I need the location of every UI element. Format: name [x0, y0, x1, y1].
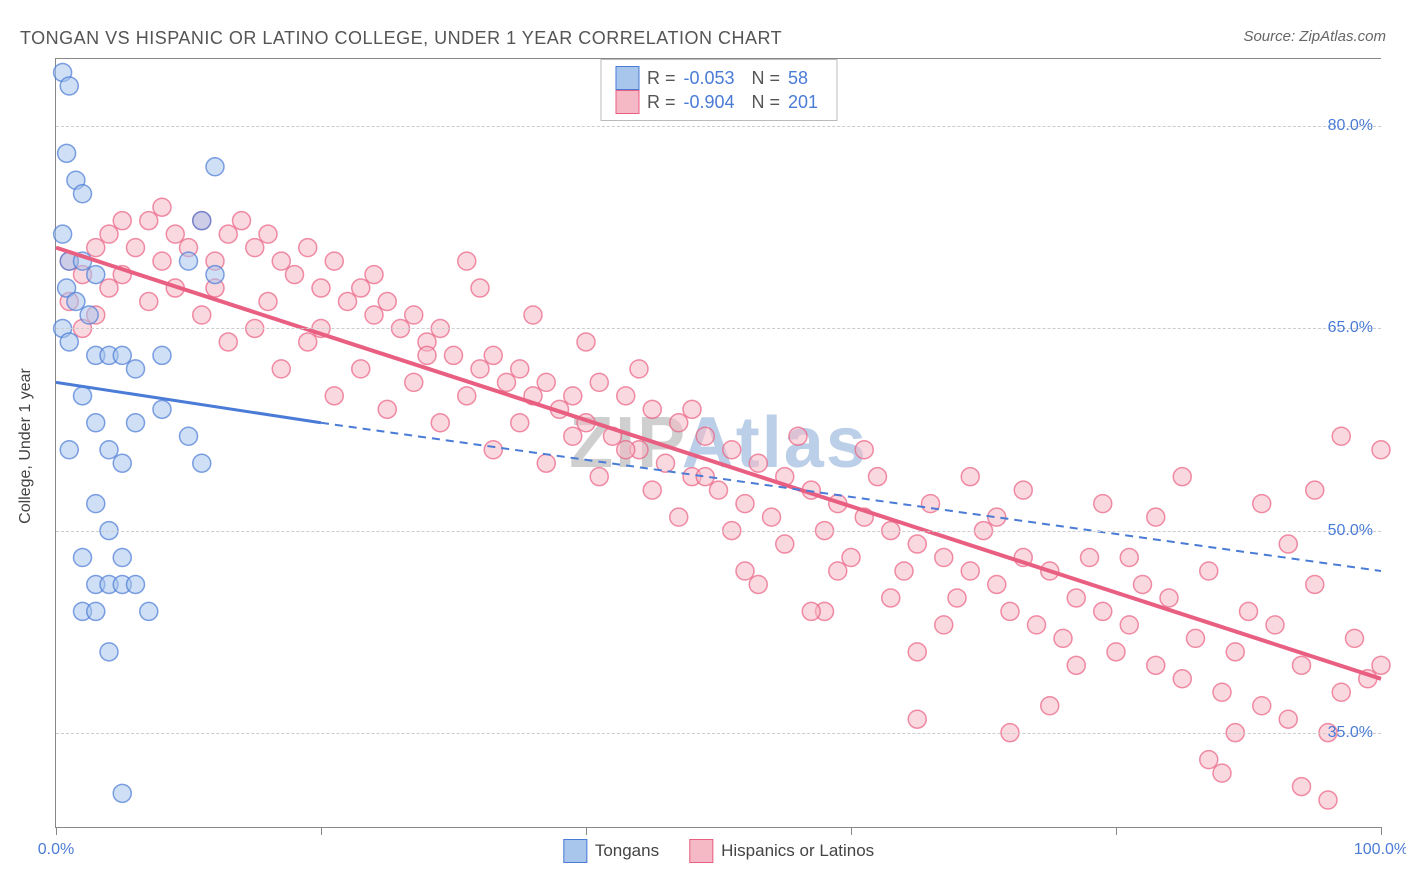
legend-n-label: N =	[752, 68, 781, 89]
x-tick-label: 100.0%	[1354, 841, 1406, 859]
x-tick	[586, 827, 587, 835]
y-tick-label: 35.0%	[1328, 724, 1373, 742]
chart-title: TONGAN VS HISPANIC OR LATINO COLLEGE, UN…	[20, 28, 782, 49]
x-tick	[851, 827, 852, 835]
y-tick-label: 50.0%	[1328, 522, 1373, 540]
legend-stats-box: R = -0.053 N = 58 R = -0.904 N = 201	[600, 59, 837, 121]
legend-n-label: N =	[752, 92, 781, 113]
scatter-svg	[56, 59, 1381, 827]
y-tick-label: 65.0%	[1328, 319, 1373, 337]
legend-stats-row-1: R = -0.053 N = 58	[615, 66, 822, 90]
gridline	[56, 733, 1381, 734]
legend-swatch-pink-icon	[615, 90, 639, 114]
legend-r-value: -0.904	[684, 92, 744, 113]
legend-swatch-blue-icon	[563, 839, 587, 863]
legend-series-box: Tongans Hispanics or Latinos	[563, 839, 874, 863]
legend-swatch-pink-icon	[689, 839, 713, 863]
gridline	[56, 531, 1381, 532]
x-tick	[56, 827, 57, 835]
gridline	[56, 328, 1381, 329]
legend-series-label: Hispanics or Latinos	[721, 841, 874, 861]
legend-r-label: R =	[647, 92, 676, 113]
legend-n-value: 58	[788, 68, 822, 89]
y-tick-label: 80.0%	[1328, 117, 1373, 135]
legend-series-1: Tongans	[563, 839, 659, 863]
legend-r-value: -0.053	[684, 68, 744, 89]
gridline	[56, 126, 1381, 127]
source-label: Source: ZipAtlas.com	[1243, 28, 1386, 45]
legend-stats-row-2: R = -0.904 N = 201	[615, 90, 822, 114]
legend-n-value: 201	[788, 92, 822, 113]
x-tick	[1381, 827, 1382, 835]
chart-plot-area: ZIPAtlas R = -0.053 N = 58 R = -0.904 N …	[55, 58, 1381, 828]
legend-series-2: Hispanics or Latinos	[689, 839, 874, 863]
y-axis-label: College, Under 1 year	[17, 368, 35, 524]
legend-r-label: R =	[647, 68, 676, 89]
x-tick	[1116, 827, 1117, 835]
x-tick-label: 0.0%	[38, 841, 74, 859]
legend-series-label: Tongans	[595, 841, 659, 861]
legend-swatch-blue-icon	[615, 66, 639, 90]
x-tick	[321, 827, 322, 835]
